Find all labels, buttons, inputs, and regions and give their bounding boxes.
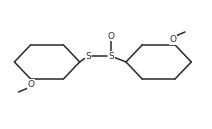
Text: O: O [28,80,35,89]
Text: O: O [170,35,177,44]
Text: S: S [85,52,91,61]
Text: O: O [108,32,115,41]
Text: S: S [108,52,114,61]
